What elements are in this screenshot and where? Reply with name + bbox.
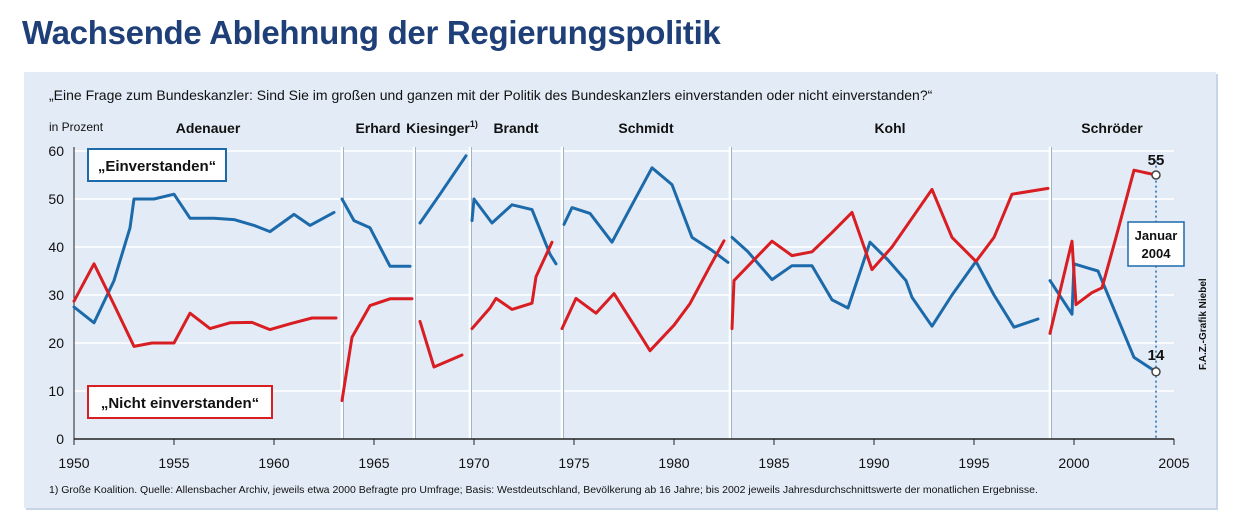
x-tick-label: 1995 [958,455,989,471]
legend-einverstanden-label: „Einverstanden“ [98,158,216,175]
series-line-einverstanden [1048,262,1158,374]
chart-labels: 0 10 20 30 40 50 60 1950 1955 1960 1965 1970 1975 198… [48,119,1189,471]
y-tick-label: 50 [48,191,64,207]
chancellor-label: Erhard [355,120,400,136]
chancellor-label: Brandt [493,120,538,136]
series-line-nicht-einverstanden [730,186,1050,331]
series-line-nicht-einverstanden [560,239,726,353]
chancellor-label: Kohl [874,120,905,136]
end-value-dot [1151,170,1161,180]
x-tick-label: 1975 [558,455,589,471]
legend-nicht-einverstanden-label: „Nicht einverstanden“ [101,395,259,412]
y-tick-label: 60 [48,143,64,159]
legend-nicht-einverstanden-box [87,385,273,419]
y-tick-label: 0 [56,431,64,447]
x-tick-label: 1970 [458,455,489,471]
chancellor-label: Adenauer [176,120,241,136]
series-line-nicht-einverstanden [418,319,464,369]
credit: F.A.Z.-Grafik Niebel [1198,278,1209,370]
x-tick-label: 2005 [1158,455,1189,471]
end-value-label: 55 [1148,152,1165,169]
series-line-nicht-einverstanden [1048,168,1158,335]
chart-panel [24,72,1216,508]
x-tick-label: 1960 [258,455,289,471]
series-line-einverstanden [470,197,558,266]
january-label: Januar [1135,228,1178,243]
y-tick-label: 30 [48,287,64,303]
january-2004-box [1127,221,1185,267]
series-line-nicht-einverstanden [470,240,554,331]
series-line-nicht-einverstanden [340,297,414,403]
y-axis-label: in Prozent [49,120,104,134]
footnote: 1) Große Koalition. Quelle: Allensbacher… [49,484,1038,496]
end-value-dot [1151,367,1161,377]
survey-question: „Eine Frage zum Bundeskanzler: Sind Sie … [49,87,933,103]
x-tick-label: 1985 [758,455,789,471]
gridlines [74,150,1174,392]
series-line-einverstanden [730,235,1040,329]
end-value-label: 14 [1148,347,1165,364]
series-line-einverstanden [340,197,412,268]
chancellor-label: Schmidt [618,120,674,136]
x-tick-label: 1950 [58,455,89,471]
headline: Wachsende Ablehnung der Regierungspoliti… [22,14,721,51]
series-line-einverstanden [418,154,468,225]
series-lines [72,154,1158,403]
y-tick-label: 10 [48,383,64,399]
y-tick-label: 40 [48,239,64,255]
chancellor-dividers [340,147,1052,439]
x-tick-label: 1990 [858,455,889,471]
y-tick-label: 20 [48,335,64,351]
x-tick-label: 2000 [1058,455,1089,471]
axes [73,147,1175,445]
x-tick-label: 1980 [658,455,689,471]
legend-einverstanden-box [87,148,227,182]
x-tick-label: 1965 [358,455,389,471]
series-line-einverstanden [72,192,336,325]
series-line-nicht-einverstanden [72,262,338,348]
series-line-einverstanden [562,166,730,264]
year-2004-label: 2004 [1142,246,1172,261]
chancellor-label: Schröder [1081,120,1143,136]
x-tick-label: 1955 [158,455,189,471]
chancellor-label: Kiesinger1) [406,119,478,136]
